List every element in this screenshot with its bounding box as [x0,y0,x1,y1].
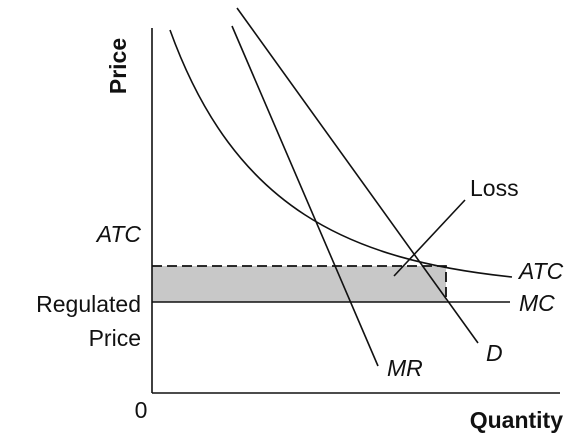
y-axis-title: Price [105,38,131,94]
regulated-price-label-line2: Price [89,325,141,351]
regulated-price-label-line1: Regulated [36,291,141,317]
loss-pointer [393,199,466,277]
loss-label: Loss [470,175,519,201]
demand-curve [236,7,479,344]
atc-curve-label: ATC [517,258,564,284]
loss-area [152,266,446,302]
mr-curve [231,25,379,367]
x-axis-title: Quantity [470,407,563,433]
atc-curve [169,29,513,278]
atc-axis-label: ATC [95,221,142,247]
mc-curve-label: MC [519,290,555,316]
origin-label: 0 [135,397,148,423]
d-curve-label: D [486,340,503,366]
mr-curve-label: MR [387,355,423,381]
atc-price-dashed-line [152,265,447,302]
